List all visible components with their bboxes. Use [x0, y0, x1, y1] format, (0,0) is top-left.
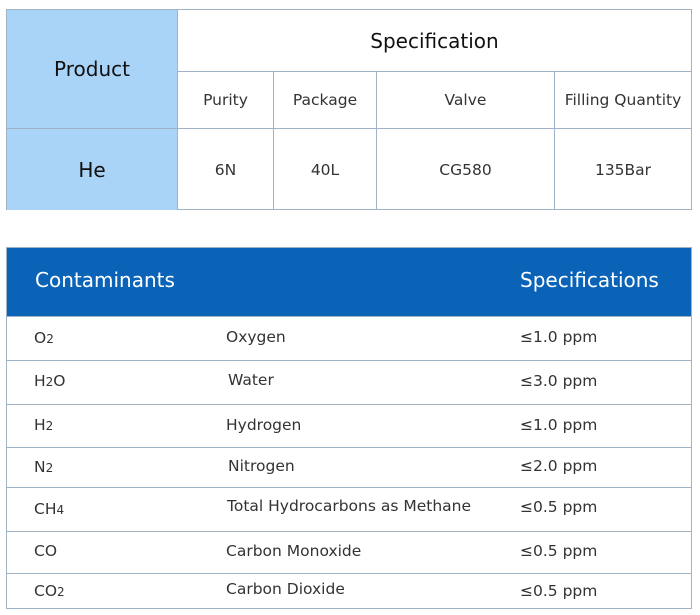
- contaminant-spec: ≤1.0 ppm: [520, 328, 598, 346]
- formula: H2: [34, 416, 54, 434]
- table-row: N2 Nitrogen ≤2.0 ppm: [7, 447, 691, 487]
- contaminant-name: Carbon Monoxide: [226, 542, 362, 560]
- specification-header: Specification: [177, 10, 691, 72]
- formula: H2O: [34, 372, 66, 390]
- filling-quantity-column-header: Filling Quantity: [554, 72, 691, 129]
- table-row: CH4 Total Hydrocarbons as Methane ≤0.5 p…: [7, 487, 691, 531]
- contaminants-table: Contaminants Specifications O2 Oxygen ≤1…: [6, 247, 692, 609]
- table-row: H2O Water ≤3.0 ppm: [7, 360, 691, 404]
- package-value: 40L: [273, 129, 376, 210]
- contaminant-spec: ≤0.5 ppm: [520, 498, 598, 516]
- valve-value: CG580: [376, 129, 554, 210]
- contaminant-name: Oxygen: [226, 328, 286, 346]
- filling-quantity-value: 135Bar: [554, 129, 691, 210]
- contaminant-spec: ≤1.0 ppm: [520, 416, 598, 434]
- contaminant-name: Carbon Dioxide: [226, 580, 345, 598]
- formula: CO2: [34, 582, 65, 600]
- contaminant-name: Total Hydrocarbons as Methane: [227, 497, 472, 515]
- table-row: H2 Hydrogen ≤1.0 ppm: [7, 404, 691, 447]
- package-column-header: Package: [273, 72, 376, 129]
- formula: CH4: [34, 500, 65, 518]
- specification-table: Product He Specification Purity Package …: [6, 9, 692, 210]
- valve-column-header: Valve: [376, 72, 554, 129]
- contaminant-name: Hydrogen: [226, 416, 302, 434]
- table-row: CO2 Carbon Dioxide ≤0.5 ppm: [7, 573, 691, 608]
- contaminant-name: Nitrogen: [228, 457, 295, 475]
- contaminant-spec: ≤3.0 ppm: [520, 372, 598, 390]
- contaminant-spec: ≤2.0 ppm: [520, 457, 598, 475]
- purity-column-header: Purity: [177, 72, 273, 129]
- formula: O2: [34, 329, 54, 347]
- specifications-header: Specifications: [520, 268, 659, 292]
- product-header: Product: [7, 10, 177, 129]
- contaminant-spec: ≤0.5 ppm: [520, 542, 598, 560]
- contaminant-spec: ≤0.5 ppm: [520, 582, 598, 600]
- formula: N2: [34, 458, 54, 476]
- purity-value: 6N: [177, 129, 273, 210]
- contaminants-table-header: Contaminants Specifications: [7, 248, 691, 316]
- table-row: O2 Oxygen ≤1.0 ppm: [7, 316, 691, 360]
- contaminant-name: Water: [228, 371, 274, 389]
- formula: CO: [34, 542, 58, 560]
- table-row: CO Carbon Monoxide ≤0.5 ppm: [7, 531, 691, 573]
- contaminants-header: Contaminants: [35, 268, 175, 292]
- product-name: He: [7, 129, 177, 210]
